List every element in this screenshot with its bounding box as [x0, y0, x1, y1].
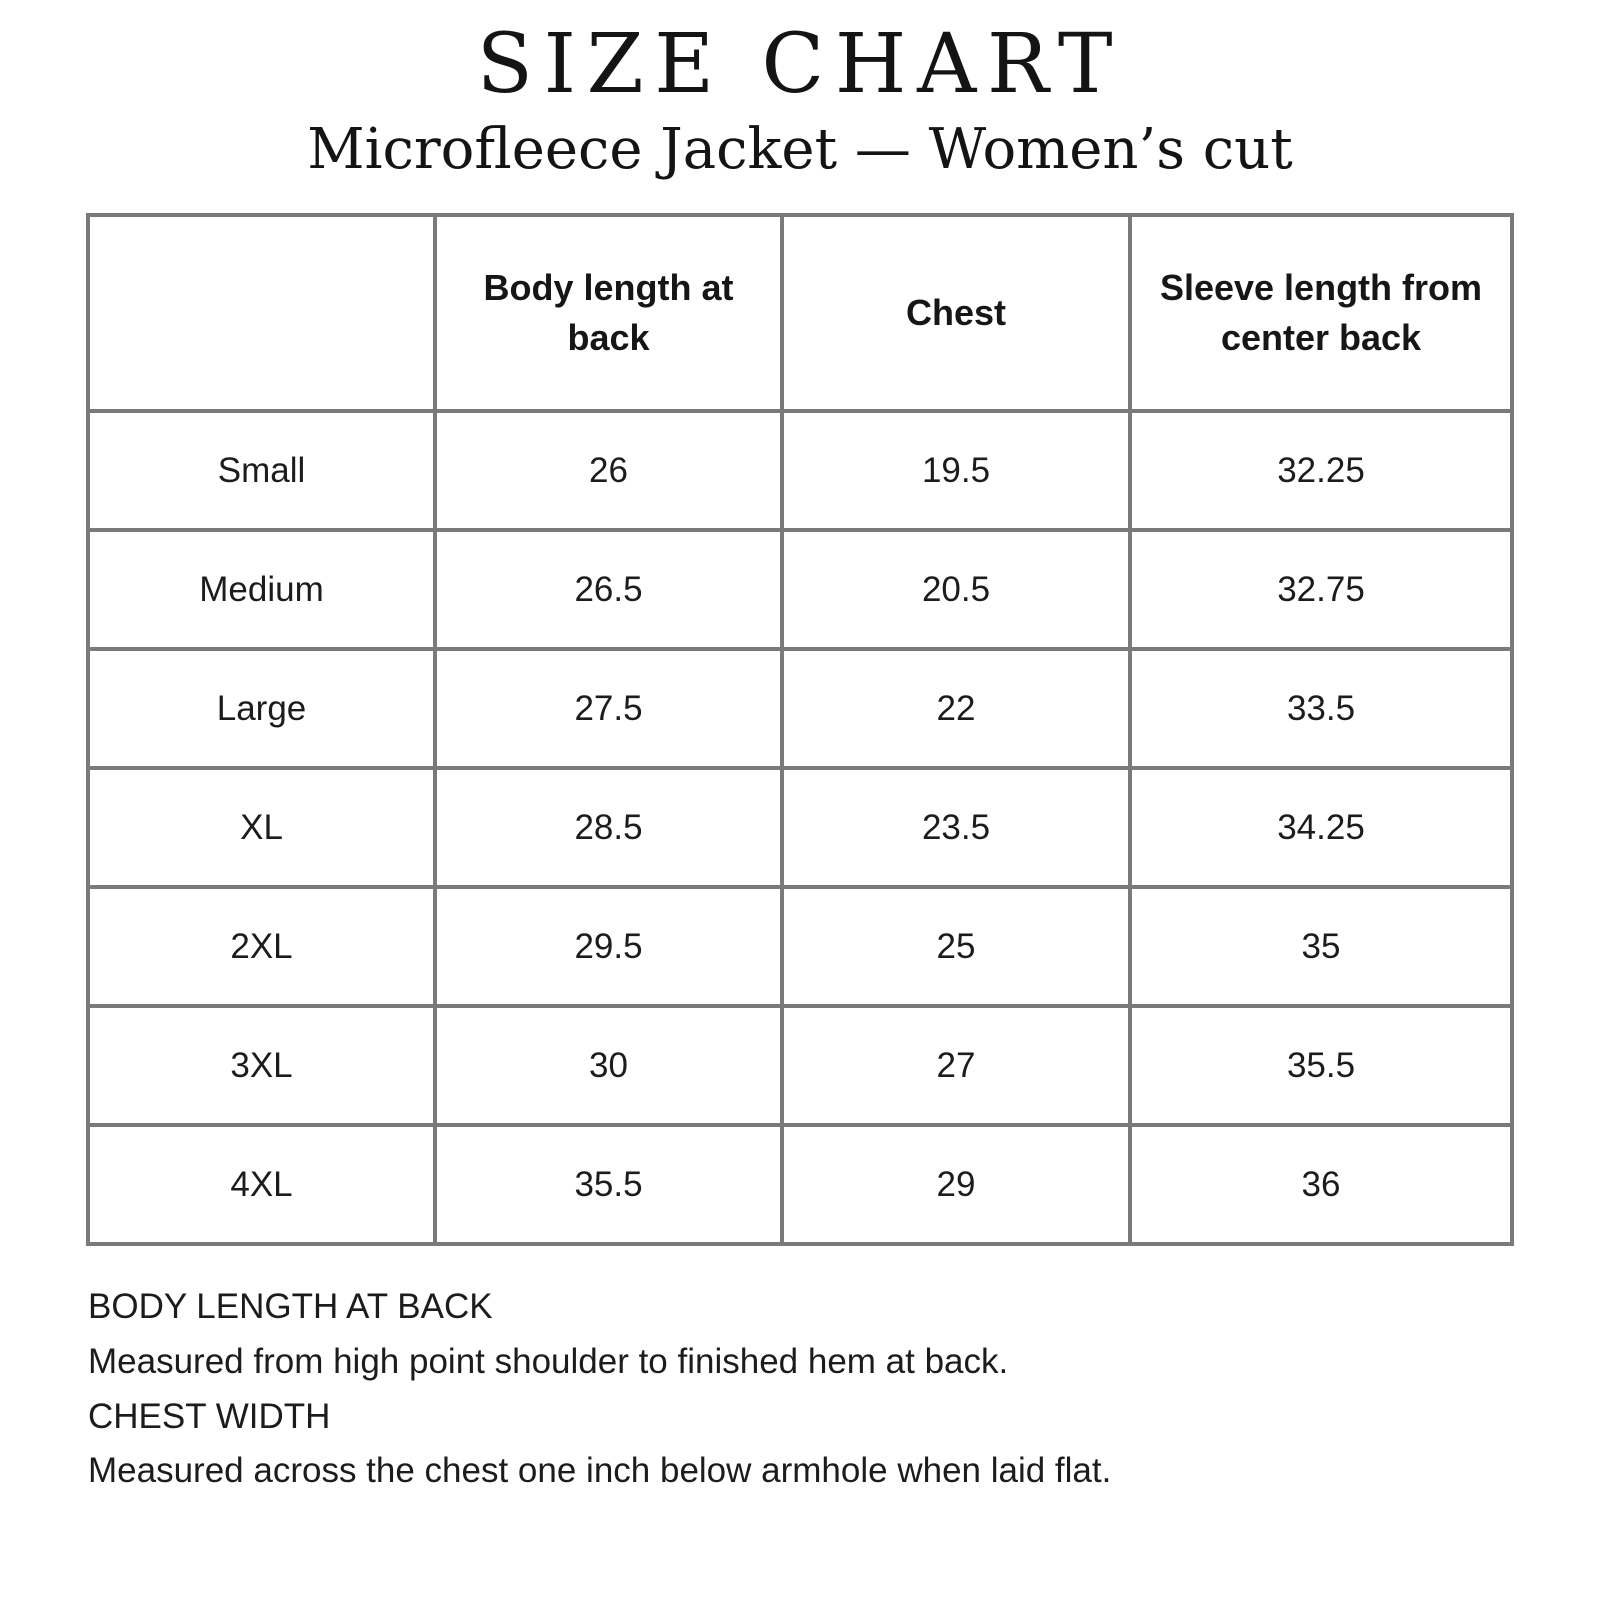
header-cell-size	[86, 213, 437, 414]
size-table: Body length at back Chest Sleeve length …	[86, 213, 1514, 1247]
chest-cell: 25	[780, 885, 1132, 1009]
sleeve-length-cell: 32.75	[1128, 528, 1514, 652]
size-cell: XL	[86, 766, 437, 890]
table-row: 4XL 35.5 29 36	[86, 1123, 1514, 1247]
header-cell-sleeve-length: Sleeve length from center back	[1128, 213, 1514, 414]
table-row: 2XL 29.5 25 35	[86, 885, 1514, 1009]
sleeve-length-cell: 32.25	[1128, 409, 1514, 533]
table-row: 3XL 30 27 35.5	[86, 1004, 1514, 1128]
body-length-cell: 29.5	[433, 885, 784, 1009]
note-description-body-length: Measured from high point shoulder to fin…	[88, 1342, 1009, 1382]
chest-cell: 20.5	[780, 528, 1132, 652]
page-title: SIZE CHART	[476, 17, 1124, 112]
sleeve-length-cell: 36	[1128, 1123, 1514, 1247]
note-description-chest-width: Measured across the chest one inch below…	[88, 1451, 1112, 1491]
sleeve-length-cell: 33.5	[1128, 647, 1514, 771]
measurement-notes: BODY LENGTH AT BACK Measured from high p…	[88, 1280, 1512, 1498]
body-length-cell: 35.5	[433, 1123, 784, 1247]
chest-cell: 23.5	[780, 766, 1132, 890]
body-length-cell: 28.5	[433, 766, 784, 890]
size-cell: Small	[86, 409, 437, 533]
size-cell: 2XL	[86, 885, 437, 1009]
chest-cell: 19.5	[780, 409, 1132, 533]
note-label-body-length: BODY LENGTH AT BACK	[88, 1287, 493, 1327]
body-length-cell: 27.5	[433, 647, 784, 771]
body-length-cell: 26.5	[433, 528, 784, 652]
chest-cell: 29	[780, 1123, 1132, 1247]
chest-cell: 22	[780, 647, 1132, 771]
sleeve-length-cell: 34.25	[1128, 766, 1514, 890]
page-subtitle: Microfleece Jacket — Women’s cut	[307, 117, 1293, 183]
table-row: Small 26 19.5 32.25	[86, 409, 1514, 533]
table-row: Large 27.5 22 33.5	[86, 647, 1514, 771]
header-cell-chest: Chest	[780, 213, 1132, 414]
body-length-cell: 30	[433, 1004, 784, 1128]
chest-cell: 27	[780, 1004, 1132, 1128]
header-cell-body-length: Body length at back	[433, 213, 784, 414]
table-header-row: Body length at back Chest Sleeve length …	[86, 213, 1514, 414]
size-cell: Large	[86, 647, 437, 771]
size-cell: Medium	[86, 528, 437, 652]
sleeve-length-cell: 35	[1128, 885, 1514, 1009]
size-cell: 4XL	[86, 1123, 437, 1247]
table-row: Medium 26.5 20.5 32.75	[86, 528, 1514, 652]
table-row: XL 28.5 23.5 34.25	[86, 766, 1514, 890]
note-label-chest-width: CHEST WIDTH	[88, 1396, 331, 1436]
sleeve-length-cell: 35.5	[1128, 1004, 1514, 1128]
body-length-cell: 26	[433, 409, 784, 533]
size-cell: 3XL	[86, 1004, 437, 1128]
